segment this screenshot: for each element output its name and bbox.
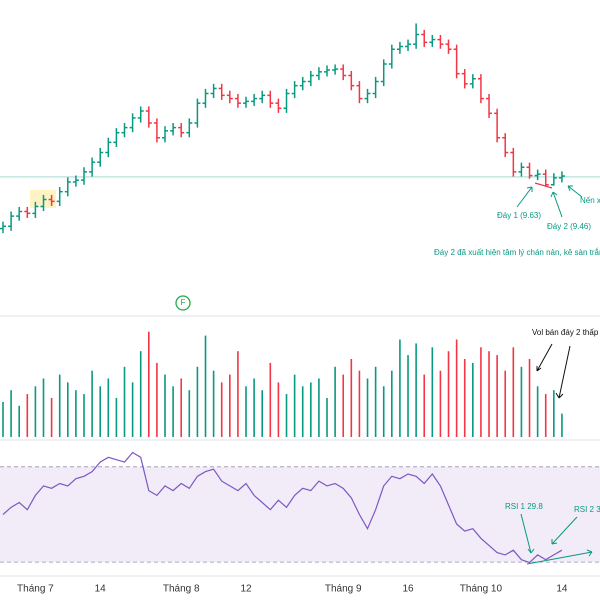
volume-bar bbox=[285, 394, 288, 437]
bottom-link bbox=[534, 182, 553, 189]
volume-bar bbox=[407, 355, 409, 437]
volume-arrows bbox=[536, 343, 571, 399]
annotation: RSI 1 29.8 bbox=[505, 502, 543, 511]
volume-bar bbox=[164, 374, 166, 437]
x-tick-label: Tháng 9 bbox=[325, 584, 362, 595]
volume-bar bbox=[261, 390, 264, 437]
volume-bar bbox=[277, 382, 280, 437]
annotation-arrows bbox=[516, 185, 593, 565]
volume-bar bbox=[342, 374, 345, 437]
volume-bar bbox=[293, 374, 296, 437]
volume-bar bbox=[115, 398, 118, 437]
volume-bar bbox=[212, 370, 215, 437]
volume-bar bbox=[58, 374, 61, 437]
annotation: Vol bán đáy 2 thấp N bbox=[532, 328, 600, 337]
volume-bar bbox=[415, 343, 417, 437]
annotation: Đáy 2 đã xuất hiện tâm lý chán nản, kê s… bbox=[434, 248, 600, 257]
volume-bar bbox=[310, 382, 312, 437]
annotation: Nến x bbox=[580, 196, 600, 205]
annotation: Đáy 1 (9.63) bbox=[497, 211, 541, 220]
volume-bar bbox=[326, 398, 328, 437]
volume-bar bbox=[301, 386, 304, 437]
volume-bar bbox=[318, 378, 320, 437]
volume-bar bbox=[10, 390, 12, 437]
annotation: Đáy 2 (9.46) bbox=[547, 222, 591, 231]
volume-bar bbox=[455, 339, 458, 437]
x-tick-label: 14 bbox=[95, 584, 107, 595]
volume-bar bbox=[50, 398, 53, 437]
volume-bar bbox=[399, 339, 401, 437]
volume-bar bbox=[334, 366, 336, 437]
volume-bar bbox=[439, 370, 442, 437]
volume-bar bbox=[480, 347, 482, 437]
volume-bar bbox=[358, 370, 361, 437]
volume-bar bbox=[382, 386, 385, 437]
x-tick-label: Tháng 7 bbox=[17, 584, 54, 595]
volume-bar bbox=[350, 359, 353, 437]
volume-bar bbox=[180, 378, 183, 437]
volume-bar bbox=[75, 390, 77, 437]
volume-bar bbox=[553, 390, 555, 437]
x-tick-label: Tháng 8 bbox=[163, 584, 200, 595]
volume-bar bbox=[99, 386, 102, 437]
x-tick-label: 12 bbox=[240, 584, 252, 595]
x-tick-label: 14 bbox=[556, 584, 568, 595]
volume-bar bbox=[463, 359, 466, 437]
volume-bar bbox=[423, 374, 426, 437]
volume-bar bbox=[42, 378, 45, 437]
volume-bar bbox=[148, 331, 150, 437]
volume-bar bbox=[196, 366, 199, 437]
volume-bar bbox=[67, 382, 69, 437]
volume-bar bbox=[245, 386, 247, 437]
volume-bar bbox=[83, 394, 85, 437]
rsi-line bbox=[2, 451, 563, 564]
volume-bar bbox=[107, 378, 110, 437]
volume-bar bbox=[391, 370, 393, 437]
x-tick-label: 16 bbox=[402, 584, 414, 595]
volume-bar bbox=[139, 351, 142, 437]
volume-bar bbox=[26, 394, 29, 437]
volume-bar bbox=[253, 378, 255, 437]
volume-bar bbox=[561, 413, 563, 437]
volume-bar bbox=[472, 362, 474, 437]
annotation: RSI 2 3 bbox=[574, 505, 600, 514]
volume-bar bbox=[504, 370, 507, 437]
volume-bar bbox=[447, 351, 450, 437]
volume-bar bbox=[220, 382, 223, 437]
volume-bar bbox=[544, 394, 547, 437]
volume-bar bbox=[18, 405, 20, 437]
volume-bar bbox=[374, 366, 377, 437]
volume-bar bbox=[366, 378, 369, 437]
volume-bar bbox=[123, 366, 126, 437]
rsi-band bbox=[0, 466, 600, 563]
volume-bar bbox=[269, 362, 272, 437]
volume-bar bbox=[2, 401, 4, 437]
volume-bar bbox=[520, 366, 523, 437]
volume-bar bbox=[496, 355, 498, 437]
event-icon bbox=[175, 295, 191, 311]
volume-bar bbox=[528, 359, 531, 437]
volume-bar bbox=[131, 382, 134, 437]
volume-bar bbox=[431, 347, 434, 437]
volume-bar bbox=[488, 351, 490, 437]
volume-bar bbox=[34, 386, 37, 437]
volume-bar bbox=[188, 390, 191, 437]
volume-bar bbox=[229, 374, 231, 437]
volume-bar bbox=[204, 335, 207, 437]
volume-bar bbox=[512, 347, 515, 437]
event-label: F bbox=[181, 298, 186, 307]
volume-bar bbox=[156, 362, 158, 437]
volume-bar bbox=[172, 386, 174, 437]
volume-bar bbox=[536, 386, 539, 437]
x-tick-label: Tháng 10 bbox=[460, 584, 503, 595]
marks: Tháng 7 14 Tháng 8 12 Tháng 9 16 Tháng 10 14 bbox=[0, 23, 600, 595]
volume-bar bbox=[237, 351, 239, 437]
volume-bar bbox=[91, 370, 93, 437]
